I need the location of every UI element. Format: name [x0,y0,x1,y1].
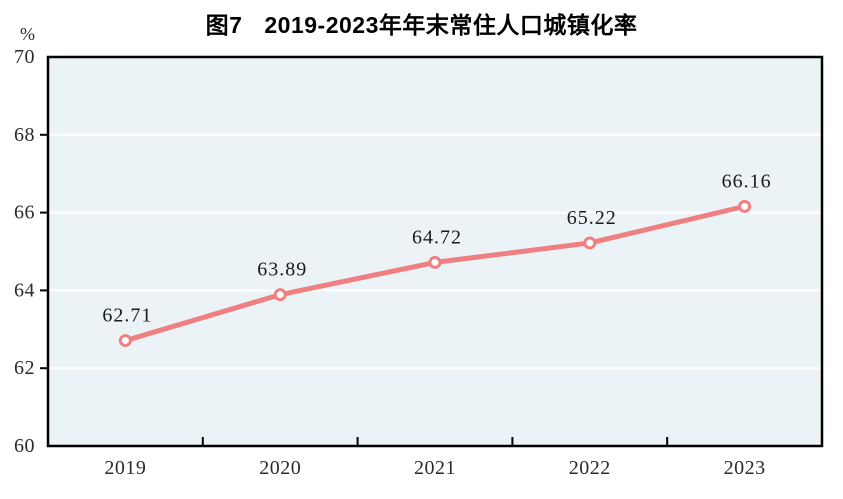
data-point [118,334,132,348]
data-point [738,199,752,213]
data-point-label: 63.89 [257,259,307,281]
x-axis-tick-label: 2022 [569,457,611,479]
x-axis-tick-label: 2023 [724,457,766,479]
plot-border [46,55,824,448]
data-point [273,288,287,302]
x-axis-tick-label: 2020 [259,457,301,479]
chart-title: 图7 2019-2023年年末常住人口城镇化率 [0,6,843,40]
data-point-label: 65.22 [567,207,617,229]
y-axis-tick-label: 68 [14,124,35,146]
y-axis-tick-label: 66 [14,202,35,224]
figure-title-text: 2019-2023年年末常住人口城镇化率 [264,12,638,38]
plot-area [48,57,822,446]
data-point-label: 62.71 [102,305,152,327]
y-axis-tick-label: 64 [14,279,35,301]
x-axis-tick-label: 2019 [104,457,146,479]
data-point-label: 64.72 [412,226,462,248]
y-axis-tick-label: 62 [14,357,35,379]
x-axis-tick-label: 2021 [414,457,456,479]
y-axis-tick-label: 60 [14,435,35,457]
y-axis-tick-label: 70 [14,46,35,68]
data-point [583,236,597,250]
y-axis-unit-label: % [20,24,35,44]
figure-number: 图7 [205,12,243,38]
data-point-label: 66.16 [722,170,772,192]
data-point [428,255,442,269]
